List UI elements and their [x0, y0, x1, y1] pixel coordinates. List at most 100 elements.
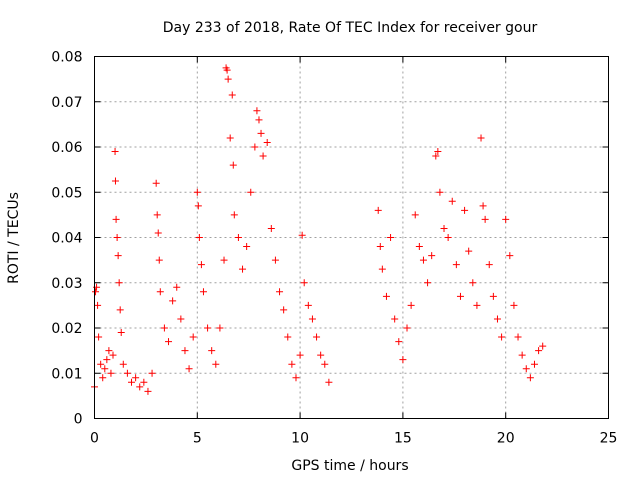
data-point [160, 324, 168, 332]
data-point [292, 374, 300, 382]
data-point [123, 369, 131, 377]
data-point [197, 261, 205, 269]
data-point [111, 148, 119, 156]
data-point [119, 360, 127, 368]
axis-ticks [94, 56, 609, 419]
data-point [461, 206, 469, 214]
data-point [107, 369, 115, 377]
data-point [181, 347, 189, 355]
data-point [193, 188, 201, 196]
x-axis-label: GPS time / hours [291, 458, 408, 474]
data-point [220, 256, 228, 264]
y-tick-label: 0.07 [51, 95, 82, 111]
data-point [199, 288, 207, 296]
data-point [452, 261, 460, 269]
data-point [136, 383, 144, 391]
y-tick-label: 0 [74, 412, 83, 428]
data-point [432, 152, 440, 160]
y-tick-label: 0.01 [51, 366, 82, 382]
data-point [317, 351, 325, 359]
data-point [156, 288, 164, 296]
data-point [165, 338, 173, 346]
data-point [298, 231, 306, 239]
data-point [477, 134, 485, 142]
data-point [415, 243, 423, 251]
data-point [189, 333, 197, 341]
data-point [97, 360, 105, 368]
data-point [539, 342, 547, 350]
data-point [387, 234, 395, 241]
data-point [506, 252, 514, 260]
x-tick-label: 15 [394, 431, 412, 447]
data-point [226, 134, 234, 142]
y-tick-label: 0.06 [51, 140, 82, 156]
y-tick-label: 0.02 [51, 321, 82, 337]
data-point [114, 252, 122, 260]
data-point [399, 356, 407, 364]
data-point [117, 329, 125, 337]
y-tick-label: 0.05 [51, 185, 82, 201]
chart-title: Day 233 of 2018, Rate Of TEC Index for r… [163, 20, 538, 36]
data-point [481, 215, 489, 223]
x-tick-label: 5 [193, 431, 202, 447]
y-tick-labels: 0 0.01 0.02 0.03 0.04 0.05 0.06 0.07 0.08 [51, 50, 82, 428]
data-point [92, 288, 100, 296]
data-point [440, 224, 448, 232]
data-point [223, 66, 231, 74]
data-point [465, 247, 473, 255]
data-point [155, 256, 163, 264]
grid [94, 56, 609, 419]
data-point [489, 292, 497, 300]
data-point [376, 243, 384, 251]
data-point [243, 243, 251, 251]
data-point [271, 256, 279, 264]
data-point [105, 347, 113, 355]
data-point [382, 292, 390, 300]
data-point [304, 301, 312, 309]
data-point [424, 279, 432, 287]
data-point [177, 315, 185, 323]
data-point [518, 351, 526, 359]
data-point [493, 315, 501, 323]
data-point [321, 360, 329, 368]
data-point [128, 378, 136, 386]
data-point [498, 333, 506, 341]
data-point [510, 301, 518, 309]
data-point [148, 369, 156, 377]
data-point [208, 347, 216, 355]
data-points [91, 64, 547, 395]
data-point [169, 297, 177, 305]
data-point [263, 138, 271, 146]
data-point [99, 374, 107, 382]
data-point [276, 288, 284, 296]
data-point [115, 279, 123, 287]
data-point [325, 378, 333, 386]
data-point [522, 365, 530, 373]
data-point [428, 252, 436, 260]
data-point [239, 265, 247, 273]
data-point [407, 301, 415, 309]
data-point [448, 197, 456, 205]
data-point [535, 347, 543, 355]
data-point [216, 324, 224, 332]
data-point [502, 215, 510, 223]
data-point [530, 360, 538, 368]
data-point [313, 333, 321, 341]
data-point [288, 360, 296, 368]
data-point [391, 315, 399, 323]
data-point [153, 211, 161, 219]
y-tick-label: 0.08 [51, 50, 82, 66]
data-point [257, 129, 265, 137]
data-point [229, 161, 237, 169]
data-point [253, 107, 261, 115]
data-point [479, 202, 487, 210]
data-point [204, 324, 212, 332]
x-tick-label: 10 [291, 431, 309, 447]
data-point [395, 338, 403, 346]
data-point [101, 365, 109, 373]
data-point [444, 234, 452, 241]
data-point [300, 279, 308, 287]
data-point [251, 143, 259, 151]
data-point [411, 211, 419, 219]
